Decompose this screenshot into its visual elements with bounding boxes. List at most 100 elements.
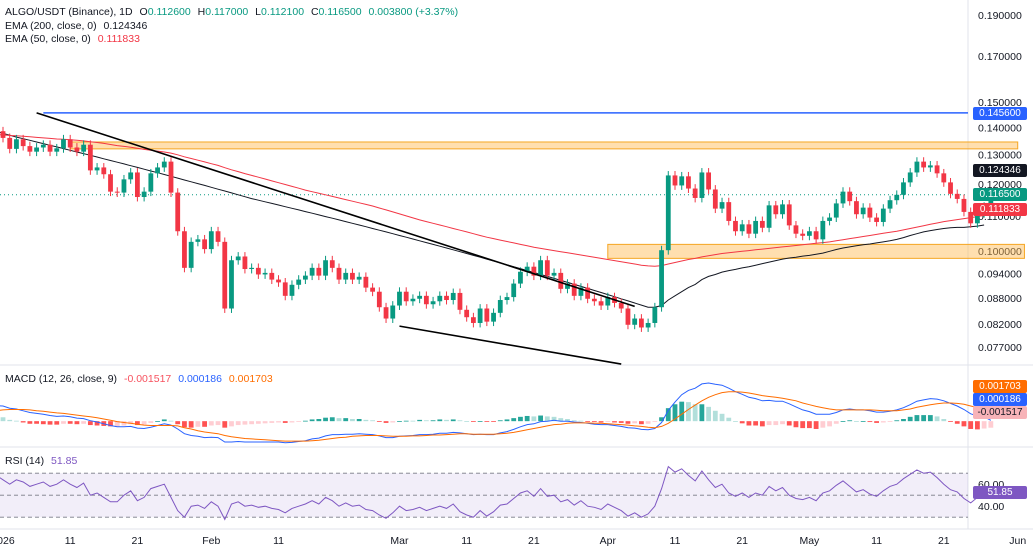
macd-hist-bar	[793, 421, 799, 428]
candle-body	[887, 200, 893, 209]
candle-body	[746, 224, 752, 234]
price-axis-label: 0.190000	[978, 10, 1022, 22]
macd-hist-bar	[397, 421, 402, 422]
macd-hist-bar	[316, 419, 322, 422]
macd-hist-bar	[457, 420, 463, 422]
time-axis-label: 21	[132, 535, 144, 547]
macd-hist-bar	[699, 404, 705, 422]
macd-hist-bar	[551, 416, 557, 422]
macd-hist-bar	[598, 421, 604, 423]
macd-hist-bar	[148, 421, 154, 423]
candle-body	[397, 291, 402, 306]
macd-hist-bar	[20, 421, 26, 423]
candle-body	[477, 308, 483, 323]
macd-hist-bar	[659, 417, 664, 422]
macd-hist-bar	[430, 420, 436, 422]
candle-body	[679, 176, 685, 186]
macd-hist-bar	[376, 421, 382, 422]
macd-hist-bar	[54, 421, 60, 425]
candle-body	[81, 144, 87, 152]
ohlc-legend: ALGO/USDT (Binance), 1D O0.112600 H0.117…	[5, 6, 462, 18]
macd-hist-bar	[827, 421, 832, 427]
macd-hist-bar	[874, 421, 879, 423]
candle-body	[571, 283, 577, 296]
candle-body	[148, 173, 154, 192]
macd-hist-bar	[27, 421, 33, 424]
macd-hist-bar	[40, 421, 46, 425]
candle-body	[40, 144, 46, 148]
open-label: O0.112600	[139, 6, 191, 18]
candle-body	[706, 172, 711, 190]
macd-hist-bar	[289, 421, 295, 423]
macd-hist-bar	[444, 419, 449, 422]
price-axis-label: 0.150000	[978, 97, 1022, 109]
price-tag-ema200: 0.124346	[973, 164, 1027, 177]
candle-body	[954, 193, 960, 199]
rsi-legend[interactable]: RSI (14) 51.85	[5, 455, 81, 467]
macd-hist-bar	[840, 421, 846, 422]
candle-body	[632, 318, 638, 325]
candle-body	[303, 275, 308, 280]
symbol-label: ALGO/USDT (Binance), 1D	[5, 6, 133, 18]
macd-hist-bar	[746, 421, 752, 426]
time-axis-label: Feb	[202, 535, 220, 547]
candle-body	[350, 272, 355, 280]
macd-hist-bar	[7, 419, 13, 422]
candle-body	[591, 298, 597, 302]
candle-body	[262, 272, 268, 275]
candle-body	[948, 182, 953, 194]
candle-body	[215, 231, 221, 242]
macd-hist-bar	[208, 421, 214, 426]
candle-body	[692, 188, 698, 198]
macd-hist-bar	[471, 421, 476, 422]
macd-hist-bar	[484, 421, 490, 422]
macd-hist-bar	[692, 404, 698, 422]
candle-body	[135, 172, 140, 198]
macd-hist-bar	[773, 421, 779, 426]
candle-body	[67, 139, 73, 148]
macd-hist-bar	[242, 421, 248, 425]
price-axis-label: 0.170000	[978, 51, 1022, 63]
candle-body	[296, 279, 302, 285]
candle-body	[202, 239, 207, 250]
macd-hist-bar	[686, 402, 691, 422]
candle-body	[565, 283, 570, 289]
candle-body	[269, 272, 275, 280]
candle-body	[464, 309, 470, 318]
macd-hist-bar	[820, 421, 826, 428]
time-axis-label: 11	[273, 535, 284, 547]
macd-hist-bar	[504, 419, 510, 422]
candle-body	[867, 207, 873, 218]
ema200-legend[interactable]: EMA (200, close, 0) 0.124346	[5, 20, 151, 32]
candle-body	[74, 147, 80, 152]
candle-body	[168, 161, 174, 193]
candle-body	[625, 308, 631, 325]
macd-hist-bar	[262, 421, 268, 424]
candle-body	[975, 213, 980, 224]
candle-body	[538, 260, 543, 276]
price-tag-hline: 0.145600	[973, 107, 1027, 120]
macd-hist-bar	[269, 421, 275, 423]
candle-body	[94, 167, 100, 171]
macd-hist-bar	[437, 419, 443, 422]
macd-signal-value: 0.001703	[228, 373, 273, 385]
candle-body	[847, 191, 853, 202]
macd-hist-bar	[854, 421, 859, 422]
macd-hist-bar	[766, 421, 772, 426]
macd-hist-bar	[880, 421, 886, 423]
macd-hist-bar	[847, 420, 853, 422]
ema50-legend[interactable]: EMA (50, close, 0) 0.111833	[5, 33, 144, 45]
candle-body	[242, 256, 248, 270]
macd-legend[interactable]: MACD (12, 26, close, 9) -0.001517 0.0001…	[5, 373, 277, 385]
macd-tag-hist: -0.001517	[973, 406, 1027, 419]
candle-body	[813, 231, 819, 240]
macd-hist-bar	[235, 421, 241, 426]
candle-body	[907, 172, 913, 183]
candle-body	[450, 292, 456, 301]
candle-body	[497, 300, 503, 313]
candle-body	[941, 173, 947, 183]
time-axis-label: Mar	[390, 535, 409, 547]
candle-body	[383, 307, 389, 319]
macd-hist-bar	[975, 421, 980, 430]
